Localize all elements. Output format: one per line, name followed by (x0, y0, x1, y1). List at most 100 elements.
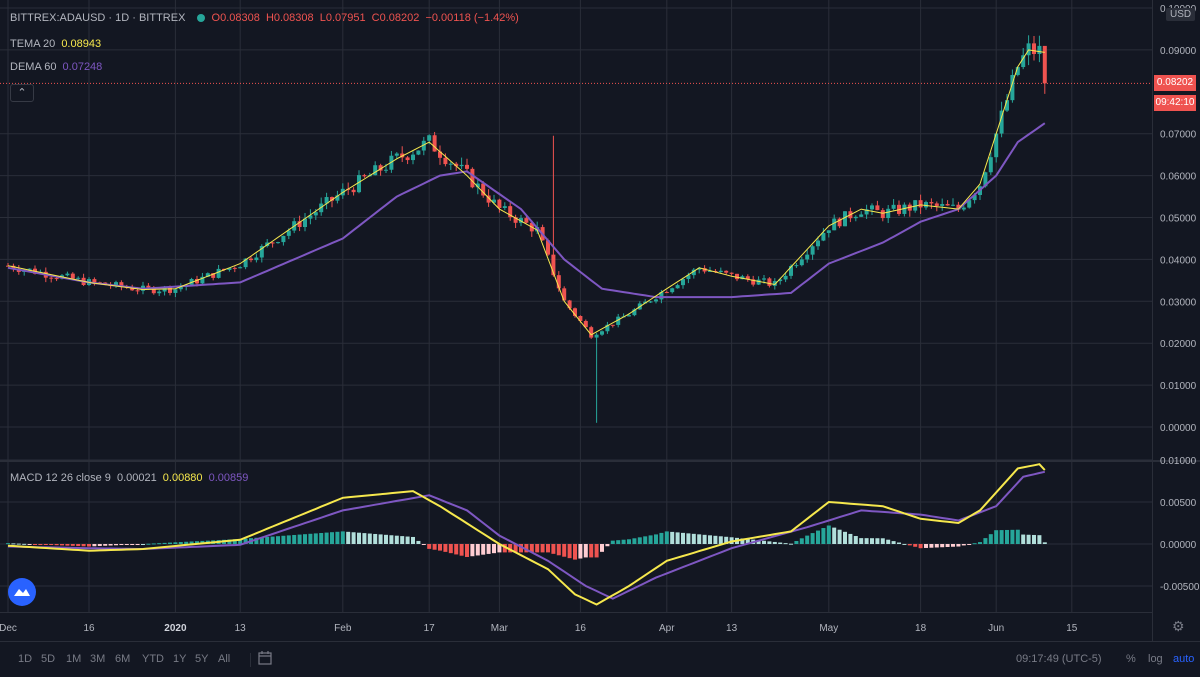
candle-body (502, 206, 507, 209)
candle-body (27, 268, 32, 270)
candle-body (918, 200, 923, 208)
time-tick-label: Mar (491, 623, 509, 634)
candle-body (610, 324, 615, 326)
candle (562, 286, 567, 301)
macd-hist-bar (627, 539, 631, 544)
macd-hist-bar (594, 544, 599, 558)
candle-body (416, 150, 421, 155)
tema-legend[interactable]: TEMA 20 0.08943 (10, 38, 104, 50)
candle (648, 300, 653, 303)
macd-hist-bar (583, 544, 588, 558)
macd-hist-bar (718, 536, 723, 544)
currency-badge[interactable]: USD (1166, 8, 1196, 21)
candle (999, 101, 1004, 138)
macd-hist-bar (675, 532, 680, 544)
tradingview-logo[interactable] (8, 578, 36, 606)
candle-body (708, 270, 712, 272)
macd-legend[interactable]: MACD 12 26 close 9 0.00021 0.00880 0.008… (10, 472, 251, 484)
candle-body (546, 240, 550, 255)
candle (886, 205, 891, 224)
macd-hist-bar (411, 536, 415, 544)
candle (330, 196, 334, 208)
macd-tick-label: 0.00000 (1160, 540, 1197, 551)
candle-body (330, 197, 334, 201)
candle-body (967, 200, 972, 208)
macd-hist-bar (648, 535, 653, 544)
candle-body (438, 151, 442, 158)
symbol-title[interactable]: BITTREX:ADAUSD · 1D · BITTREX (10, 12, 186, 24)
range-ytd-button[interactable]: YTD (142, 653, 164, 665)
candle (902, 202, 907, 217)
time-tick-label: 15 (1066, 623, 1078, 634)
macd-hist-bar (405, 536, 410, 544)
candle (281, 235, 286, 246)
macd-hist-bar (519, 544, 523, 553)
macd-hist-bar (265, 536, 270, 544)
candle-body (956, 204, 961, 210)
collapse-legend-button[interactable]: ⌃ (10, 84, 34, 102)
candle (259, 244, 264, 263)
macd-hist-bar (54, 544, 59, 546)
candle-body (821, 232, 826, 241)
macd-hist-bar (1010, 529, 1015, 544)
candle-body (654, 299, 658, 302)
ohlc-close: C0.08202 (371, 12, 420, 24)
candle-body (562, 288, 567, 301)
range-3m-button[interactable]: 3M (90, 653, 106, 665)
auto-scale-toggle[interactable]: auto (1173, 653, 1195, 665)
macd-hist-bar (303, 534, 307, 544)
candle-body (772, 281, 777, 286)
candle (270, 242, 275, 248)
candle-body (600, 331, 604, 335)
range-5y-button[interactable]: 5Y (195, 653, 209, 665)
macd-hist-bar (832, 527, 837, 544)
candle-body (227, 267, 232, 270)
macd-hist-bar (1032, 534, 1036, 544)
log-scale-toggle[interactable]: log (1148, 653, 1163, 665)
candle-body (1015, 67, 1020, 75)
time-tick-label: Apr (659, 623, 675, 634)
candle (826, 230, 831, 238)
candle-body (864, 209, 869, 215)
chart-canvas[interactable]: 0.00000 0.01000 0.02000 0.03000 0.04000 0.050… (0, 0, 1200, 641)
range-6m-button[interactable]: 6M (115, 653, 131, 665)
candle (65, 271, 70, 277)
candle (508, 202, 513, 221)
dema-legend[interactable]: DEMA 60 0.07248 (10, 61, 105, 73)
range-1m-button[interactable]: 1M (66, 653, 82, 665)
macd-hist-bar (1005, 529, 1009, 544)
candle (783, 272, 788, 283)
date-range-button[interactable] (258, 650, 272, 669)
macd-hist-bar (546, 544, 550, 553)
range-1d-button[interactable]: 1D (18, 653, 33, 665)
candle-body (816, 240, 820, 247)
macd-hist-bar (308, 533, 313, 544)
macd-hist-bar (400, 536, 405, 544)
macd-hist-bar (286, 535, 291, 544)
candle-body (951, 204, 955, 206)
time-tick-label: 16 (83, 623, 95, 634)
candle (994, 132, 999, 163)
settings-gear-icon[interactable]: ⚙ (1172, 618, 1185, 634)
percent-scale-toggle[interactable]: % (1126, 653, 1136, 665)
range-5d-button[interactable]: 5D (41, 653, 56, 665)
macd-hist-bar (540, 544, 545, 553)
macd-hist-bar (805, 535, 810, 544)
time-tick-label: 18 (915, 623, 927, 634)
macd-hist-bar (535, 544, 540, 553)
macd-hist-bar (465, 544, 469, 557)
candle-body (589, 327, 594, 338)
time-tick-label: 2020 (164, 623, 187, 634)
timezone-clock[interactable]: 09:17:49 (UTC-5) (1016, 653, 1102, 665)
candle (308, 209, 313, 225)
macd-hist-bar (346, 531, 351, 544)
macd-hist-bar (357, 532, 361, 544)
candle (681, 277, 685, 289)
candle-body (891, 204, 896, 209)
candle (897, 200, 901, 216)
range-all-button[interactable]: All (218, 653, 231, 665)
candle-body (335, 195, 340, 201)
range-1y-button[interactable]: 1Y (173, 653, 187, 665)
candle-body (459, 164, 464, 167)
